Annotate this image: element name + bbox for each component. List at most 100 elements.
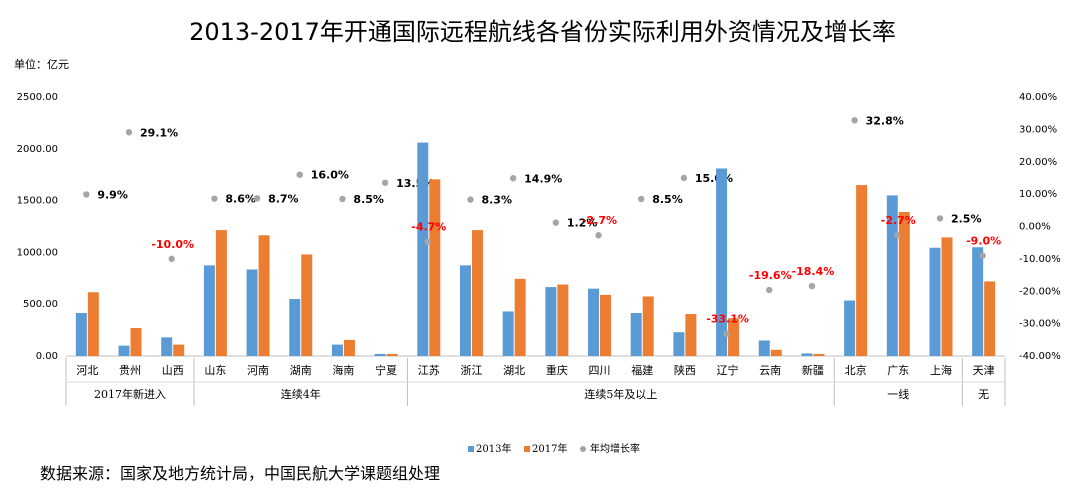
rate-point xyxy=(638,195,645,203)
y-left-tick-label: 0.00 xyxy=(36,351,58,362)
bar-2013 xyxy=(118,345,130,356)
rate-label: 8.3% xyxy=(481,194,512,207)
bar-2017 xyxy=(728,318,740,356)
bar-2017 xyxy=(642,296,654,356)
y-right-tick-label: -10.00% xyxy=(1019,254,1061,265)
rate-point xyxy=(424,238,431,245)
bar-2017 xyxy=(514,278,526,356)
unit-label: 单位：亿元 xyxy=(14,58,69,71)
bar-2017 xyxy=(215,230,227,356)
rate-point xyxy=(253,195,261,202)
bar-2017 xyxy=(856,185,868,356)
x-category-label: 天津 xyxy=(973,364,995,377)
group-label: 连续4年 xyxy=(281,387,321,401)
source-note: 数据来源：国家及地方统计局，中国民航大学课题组处理 xyxy=(40,464,441,483)
legend-swatch-2013 xyxy=(468,446,474,452)
rate-label: 8.5% xyxy=(353,193,384,206)
rate-label: -2.7% xyxy=(881,214,916,227)
y-right-tick-label: -40.00% xyxy=(1019,351,1061,362)
group-label: 无 xyxy=(978,388,989,401)
bar-2017 xyxy=(813,353,825,356)
rate-label: -19.6% xyxy=(749,269,792,282)
y-right-tick-label: 20.00% xyxy=(1019,157,1057,168)
x-category-label: 浙江 xyxy=(460,364,482,377)
x-category-label: 福建 xyxy=(631,363,653,377)
x-category-label: 河南 xyxy=(247,364,269,377)
bar-2017 xyxy=(685,314,697,356)
x-category-label: 湖南 xyxy=(290,364,312,377)
group-label: 2017年新进入 xyxy=(94,387,166,401)
rate-label: -33.1% xyxy=(706,313,749,326)
legend-swatch-rate xyxy=(580,446,586,452)
bar-2013 xyxy=(716,168,728,356)
x-category-label: 新疆 xyxy=(802,363,824,377)
y-left-tick-label: 1000.00 xyxy=(17,247,58,258)
x-category-label: 宁夏 xyxy=(375,363,397,377)
bar-2013 xyxy=(331,344,343,356)
y-right-tick-label: -30.00% xyxy=(1019,319,1061,330)
legend-label-2013: 2013年 xyxy=(476,442,511,455)
group-label: 连续5年及以上 xyxy=(584,387,657,401)
rate-point xyxy=(894,232,901,239)
rate-label: -4.7% xyxy=(411,221,446,234)
rate-label: 16.0% xyxy=(311,169,349,182)
bar-2017 xyxy=(557,284,569,356)
x-category-label: 湖北 xyxy=(503,364,525,377)
x-category-label: 山东 xyxy=(204,364,226,377)
bar-2017 xyxy=(386,353,398,356)
y-right-tick-label: 0.00% xyxy=(1019,222,1051,233)
x-category-label: 广东 xyxy=(887,364,909,377)
y-right-tick-label: 40.00% xyxy=(1019,92,1057,103)
bar-2013 xyxy=(246,269,258,356)
x-category-label: 北京 xyxy=(845,363,867,377)
rate-point xyxy=(680,174,688,182)
x-category-label: 四川 xyxy=(589,364,611,377)
rate-label: -18.4% xyxy=(792,265,835,278)
rate-label: 2.5% xyxy=(951,212,982,225)
rate-label: 15.0% xyxy=(695,172,733,185)
bar-2013 xyxy=(203,265,215,356)
bar-2013 xyxy=(844,300,856,356)
y-left-tick-label: 1500.00 xyxy=(17,196,58,207)
bar-2017 xyxy=(984,281,996,356)
rate-point xyxy=(339,195,346,203)
rate-label: -10.0% xyxy=(151,238,194,251)
bar-2013 xyxy=(289,299,301,356)
y-left-tick-label: 2000.00 xyxy=(17,144,58,155)
bar-2017 xyxy=(941,237,953,356)
rate-point xyxy=(168,255,175,263)
bar-2013 xyxy=(417,142,429,356)
rate-label: 9.9% xyxy=(97,188,128,201)
bar-2013 xyxy=(630,313,642,356)
bar-2013 xyxy=(75,313,87,356)
rate-point xyxy=(979,252,986,259)
rate-point xyxy=(936,215,944,222)
rate-point xyxy=(467,196,474,203)
bar-2017 xyxy=(600,294,612,356)
y-right-tick-label: 10.00% xyxy=(1019,189,1057,200)
bar-2017 xyxy=(87,292,99,356)
rate-point xyxy=(125,129,133,136)
rate-label: 29.1% xyxy=(140,126,178,139)
rate-point xyxy=(851,117,858,124)
x-category-label: 河北 xyxy=(76,364,98,377)
bar-2017 xyxy=(173,344,185,356)
x-category-label: 山西 xyxy=(162,364,184,377)
bar-2013 xyxy=(545,287,557,356)
rate-point xyxy=(509,175,517,182)
x-category-label: 陕西 xyxy=(674,363,696,377)
bar-2017 xyxy=(471,230,483,356)
bar-2013 xyxy=(588,288,600,356)
bar-2013 xyxy=(161,337,173,356)
rate-point xyxy=(766,286,773,294)
x-category-label: 海南 xyxy=(332,363,354,377)
group-label: 一线 xyxy=(887,387,909,401)
rate-point xyxy=(723,330,730,337)
rate-point xyxy=(808,282,816,290)
rate-label: 8.7% xyxy=(268,192,299,205)
rate-label: 8.5% xyxy=(652,193,683,206)
x-category-label: 贵州 xyxy=(119,364,141,377)
y-left-tick-label: 2500.00 xyxy=(17,92,58,103)
legend-label-rate: 年均增长率 xyxy=(590,442,640,455)
bar-2017 xyxy=(130,328,142,356)
